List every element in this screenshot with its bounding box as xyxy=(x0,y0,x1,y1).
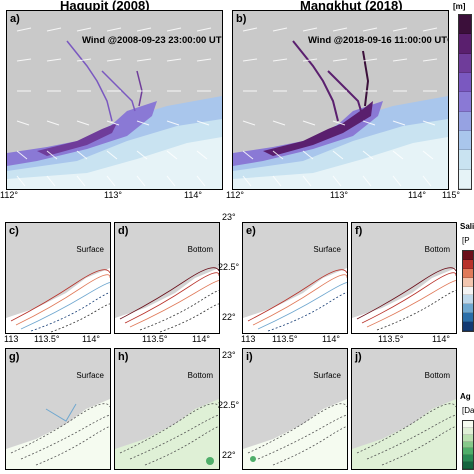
topbar-swatch-3 xyxy=(459,72,471,93)
salinity-map-c xyxy=(6,223,110,333)
layer-label-j: Bottom xyxy=(424,371,450,380)
layer-label-d: Bottom xyxy=(187,245,213,254)
age-map-h xyxy=(115,349,219,469)
salbar-swatch-0 xyxy=(463,251,473,260)
salbar-swatch-8 xyxy=(463,322,473,331)
layer-label-c: Surface xyxy=(76,245,104,254)
layer-label-g: Surface xyxy=(76,371,104,380)
wind-timestamp-a: Wind @2008-09-23 23:00:00 UTC xyxy=(82,35,223,46)
panel-label-h: h) xyxy=(118,351,129,363)
depth-colorbar-unit: [m] xyxy=(453,2,466,11)
age-panel-j: j) Bottom xyxy=(351,348,457,470)
agebar-swatch-5 xyxy=(463,455,473,463)
y-tick-mid-1: 23° xyxy=(222,212,236,222)
age-map-i xyxy=(243,349,347,469)
x-tick-b-4: 115° xyxy=(442,190,460,200)
panel-label-c: c) xyxy=(9,225,19,237)
topbar-swatch-1 xyxy=(459,34,471,54)
topbar-swatch-6 xyxy=(459,130,471,151)
age-panel-i: i) Surface xyxy=(242,348,348,470)
x-tick-c-3: 114° xyxy=(82,334,100,344)
salinity-panel-d: d) Bottom xyxy=(114,222,220,334)
depth-map-a xyxy=(7,11,222,189)
x-tick-a-3: 114° xyxy=(184,190,202,200)
salinity-map-f xyxy=(352,223,456,333)
panel-label-i: i) xyxy=(246,351,253,363)
topbar-swatch-4 xyxy=(459,92,471,112)
topbar-swatch-8 xyxy=(459,169,471,189)
depth-map-b xyxy=(233,11,448,189)
salinity-map-e xyxy=(243,223,347,333)
panel-label-j: j) xyxy=(355,351,362,363)
salbar-swatch-2 xyxy=(463,268,473,278)
x-tick-c-2: 113.5° xyxy=(34,334,60,344)
agebar-swatch-4 xyxy=(463,448,473,456)
agebar-swatch-2 xyxy=(463,434,473,442)
x-tick-c-1: 113 xyxy=(4,334,19,344)
agebar-swatch-6 xyxy=(463,462,473,469)
age-map-g xyxy=(6,349,110,469)
age-map-j xyxy=(352,349,456,469)
salbar-swatch-6 xyxy=(463,304,473,314)
layer-label-e: Surface xyxy=(313,245,341,254)
layer-label-h: Bottom xyxy=(187,371,213,380)
agebar-swatch-0 xyxy=(463,421,473,428)
topbar-swatch-7 xyxy=(459,150,471,170)
layer-label-f: Bottom xyxy=(424,245,450,254)
salinity-colorbar xyxy=(462,250,474,332)
salinity-panel-e: e) Surface xyxy=(242,222,348,334)
agebar-swatch-1 xyxy=(463,427,473,435)
salbar-swatch-5 xyxy=(463,295,473,305)
x-tick-d-2: 114° xyxy=(192,334,210,344)
salinity-colorbar-label: Sali xyxy=(460,222,474,231)
x-tick-a-2: 113° xyxy=(104,190,122,200)
left-title: Hagupit (2008) xyxy=(60,0,150,13)
salinity-colorbar-unit: [P xyxy=(462,236,470,245)
panel-label-f: f) xyxy=(355,225,363,237)
topbar-swatch-2 xyxy=(459,53,471,73)
topbar-swatch-5 xyxy=(459,111,471,131)
depth-colorbar xyxy=(458,14,472,190)
panel-label-g: g) xyxy=(9,351,20,363)
right-title: Mangkhut (2018) xyxy=(300,0,403,13)
panel-label-a: a) xyxy=(10,13,20,25)
x-tick-e-2: 113.5° xyxy=(272,334,298,344)
salinity-panel-f: f) Bottom xyxy=(351,222,457,334)
y-tick-bot-1: 23° xyxy=(222,350,236,360)
age-colorbar-label: Ag xyxy=(460,392,471,401)
age-colorbar xyxy=(462,420,474,470)
salinity-map-d xyxy=(115,223,219,333)
panel-label-d: d) xyxy=(118,225,129,237)
x-tick-a-1: 112° xyxy=(0,190,18,200)
map-panel-a: a) Wind @2008-09-23 23:00:00 UTC xyxy=(6,10,223,190)
y-tick-mid-3: 22° xyxy=(222,312,236,322)
age-panel-g: g) Surface xyxy=(5,348,111,470)
topbar-swatch-0 xyxy=(459,15,471,35)
salinity-panel-c: c) Surface xyxy=(5,222,111,334)
age-panel-h: h) Bottom xyxy=(114,348,220,470)
wind-timestamp-b: Wind @2018-09-16 11:00:00 UTC xyxy=(308,35,449,46)
y-tick-mid-2: 22.5° xyxy=(218,262,240,272)
x-tick-d-1: 113.5° xyxy=(142,334,168,344)
salbar-swatch-4 xyxy=(463,286,473,296)
x-tick-e-3: 114° xyxy=(322,334,340,344)
x-tick-f-2: 114° xyxy=(432,334,450,344)
agebar-swatch-3 xyxy=(463,441,473,449)
y-tick-bot-3: 22° xyxy=(222,450,236,460)
map-panel-b: b) Wind @2018-09-16 11:00:00 UTC xyxy=(232,10,449,190)
layer-label-i: Surface xyxy=(313,371,341,380)
x-tick-b-2: 113° xyxy=(330,190,348,200)
salbar-swatch-7 xyxy=(463,313,473,322)
x-tick-e-1: 113 xyxy=(241,334,256,344)
panel-label-b: b) xyxy=(236,13,247,25)
panel-label-e: e) xyxy=(246,225,256,237)
age-colorbar-unit: [Da xyxy=(462,406,474,415)
x-tick-b-1: 112° xyxy=(226,190,244,200)
x-tick-f-1: 113.5° xyxy=(378,334,404,344)
salbar-swatch-3 xyxy=(463,277,473,287)
x-tick-b-3: 114° xyxy=(408,190,426,200)
salbar-swatch-1 xyxy=(463,259,473,269)
y-tick-bot-2: 22.5° xyxy=(218,400,240,410)
